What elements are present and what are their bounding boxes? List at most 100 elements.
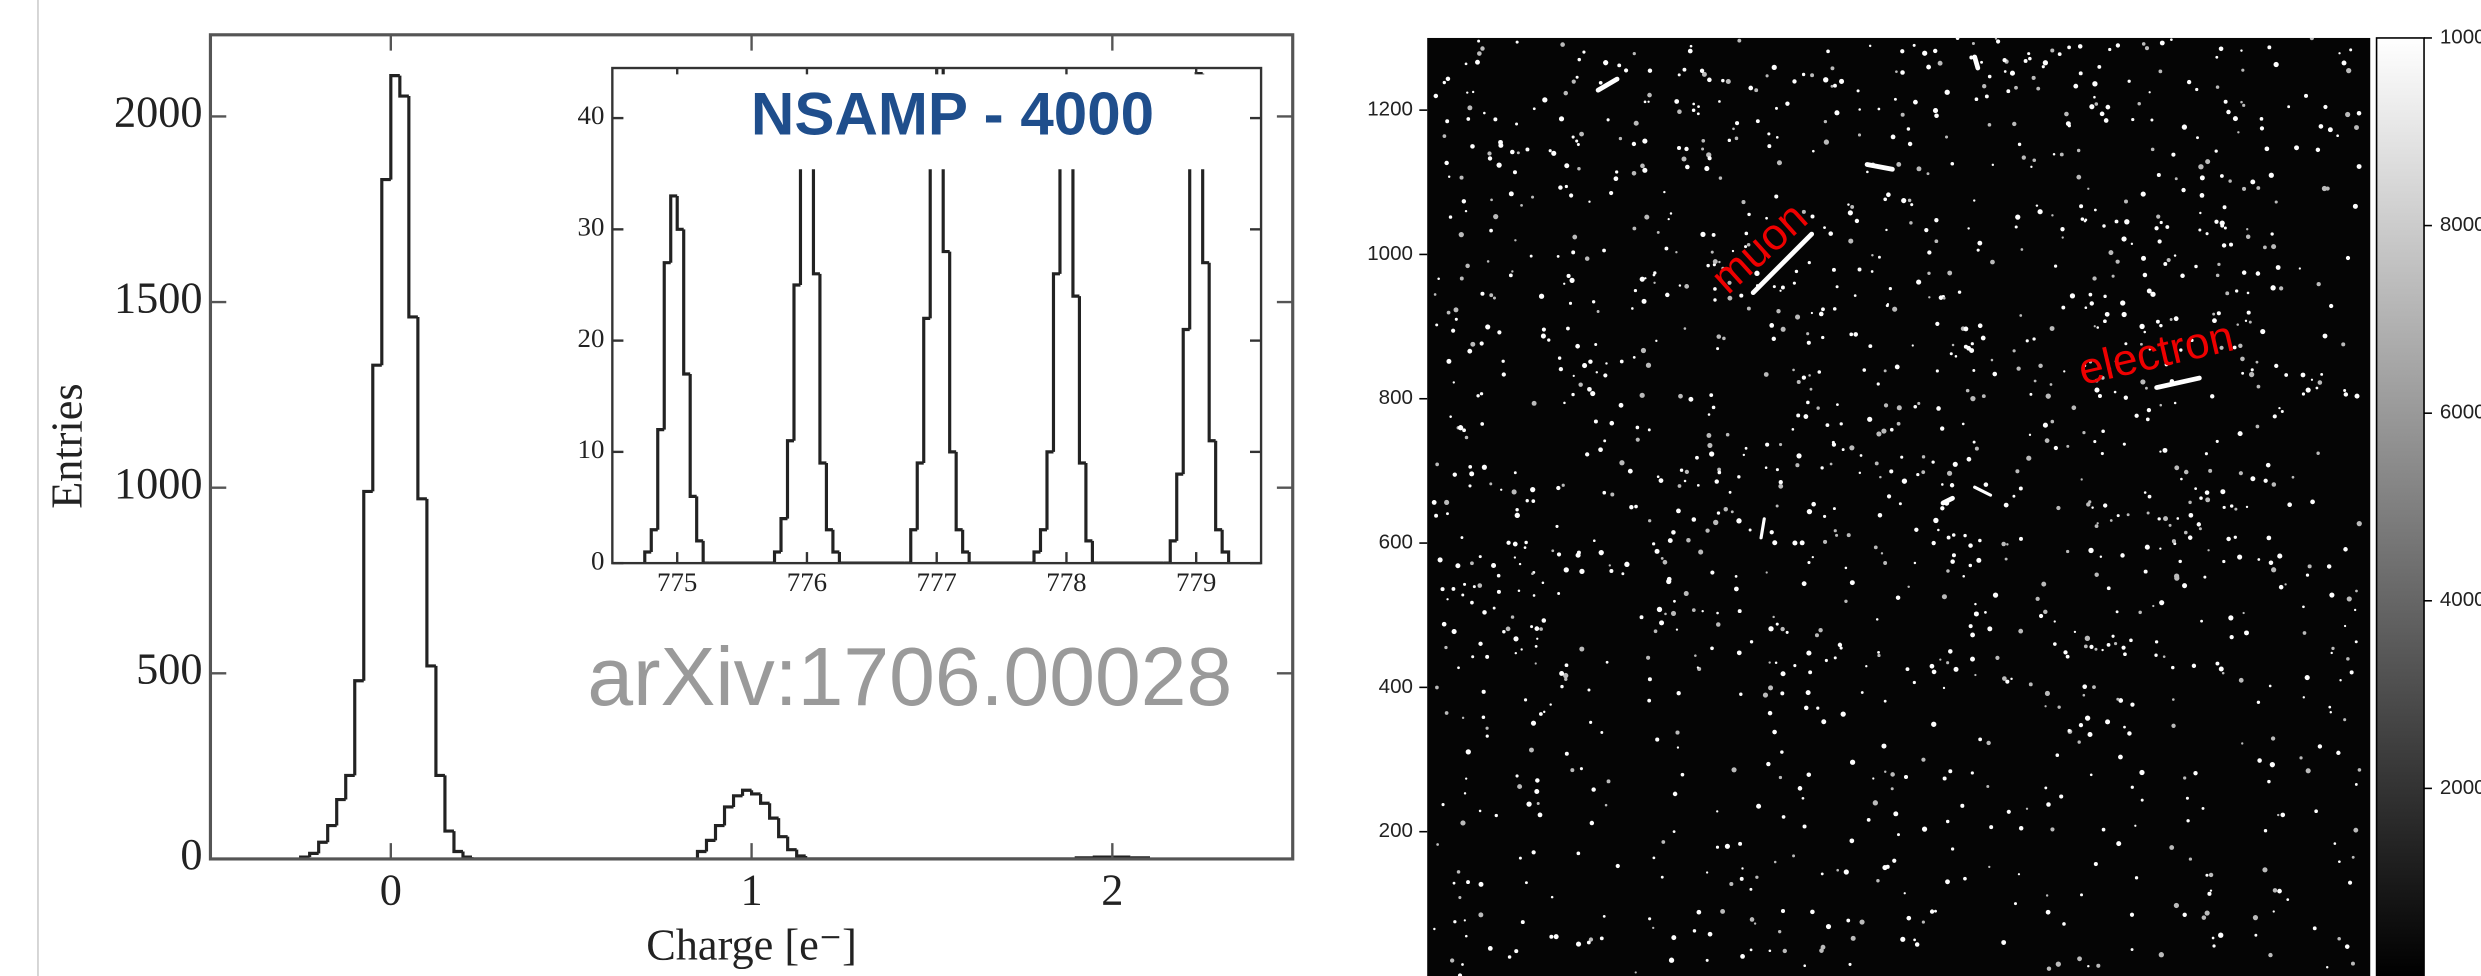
hit: [1775, 504, 1779, 508]
hit: [1753, 922, 1757, 925]
hit: [2229, 242, 2234, 247]
hit: [1900, 49, 1905, 54]
hit: [1631, 171, 1637, 176]
hit: [1946, 661, 1950, 665]
hit: [1801, 72, 1806, 77]
hit: [1744, 446, 1748, 450]
hit: [2088, 292, 2093, 297]
hit: [1531, 850, 1536, 855]
hit: [2142, 272, 2148, 278]
hit: [1683, 591, 1689, 597]
hit: [1877, 512, 1883, 518]
hit: [2073, 83, 2079, 89]
hit: [2124, 219, 2130, 225]
hit: [2240, 356, 2245, 362]
hit: [1658, 478, 1664, 483]
hit: [1553, 934, 1559, 940]
hit: [1490, 198, 1493, 202]
hit: [1558, 116, 1565, 122]
hit: [2103, 319, 2107, 324]
hit: [1542, 97, 1548, 103]
hit: [1737, 38, 1742, 43]
hit: [2030, 165, 2033, 168]
hit: [2174, 177, 2178, 181]
hit: [1811, 501, 1816, 507]
hit: [2304, 93, 2309, 98]
hit: [1433, 293, 1437, 296]
hit: [1883, 699, 1887, 703]
hit: [1818, 311, 1824, 317]
hit: [1840, 711, 1846, 717]
hit: [1877, 650, 1880, 654]
hit: [2264, 146, 2270, 152]
hit: [1949, 483, 1955, 488]
hit: [1469, 471, 1475, 477]
hit: [1763, 372, 1769, 377]
hit: [2171, 539, 2176, 544]
hit: [1587, 688, 1591, 692]
hit: [1639, 276, 1645, 282]
hit: [2246, 310, 2251, 315]
hit: [1866, 818, 1871, 822]
histogram-bin: [1207, 262, 1216, 443]
hit: [2237, 131, 2240, 134]
hit: [1917, 401, 1921, 405]
hit: [2014, 225, 2018, 229]
hit: [1749, 917, 1755, 922]
hit: [1706, 152, 1712, 158]
hit: [1791, 428, 1795, 431]
hit: [2059, 152, 2064, 157]
hit: [2343, 389, 2347, 393]
hit: [1672, 830, 1676, 834]
hit: [1780, 750, 1784, 754]
hit: [1778, 775, 1783, 780]
hit: [1796, 380, 1801, 384]
hit: [1676, 746, 1680, 749]
hit: [2350, 961, 2355, 966]
hit: [2100, 451, 2104, 456]
hit: [2191, 663, 2197, 668]
y-tick-label: 800: [1379, 386, 1413, 409]
y-tick-label: 1200: [1367, 98, 1413, 121]
hit: [1962, 574, 1965, 578]
hit: [1886, 192, 1891, 198]
hit: [1588, 200, 1591, 203]
hit: [2140, 798, 2144, 802]
hit: [2115, 610, 2119, 614]
hit: [2241, 270, 2247, 275]
hit: [1831, 267, 1836, 272]
hit: [1872, 800, 1878, 806]
hit: [1641, 298, 1647, 304]
hit: [1670, 610, 1677, 616]
hit: [1737, 609, 1742, 614]
hit: [1746, 242, 1751, 247]
hit: [2093, 862, 2098, 867]
histogram-bin: [768, 803, 779, 820]
hit: [1727, 280, 1732, 285]
hit: [1906, 915, 1912, 921]
hit: [1867, 416, 1873, 422]
hit: [1776, 160, 1782, 166]
hit: [1470, 600, 1474, 605]
hit: [1970, 771, 1974, 775]
hit: [1937, 528, 1940, 532]
histogram-bin: [731, 794, 743, 807]
hit: [1796, 413, 1801, 418]
hit: [1951, 553, 1956, 558]
hit: [1623, 68, 1629, 73]
hit: [1965, 388, 1970, 393]
hit: [1520, 203, 1523, 207]
hit: [1458, 895, 1462, 900]
hit: [1739, 876, 1744, 881]
hit: [1839, 422, 1843, 426]
hit: [1781, 815, 1786, 819]
y-tick-label: 30: [578, 212, 605, 242]
hit: [1435, 462, 1439, 467]
hit: [1989, 825, 1994, 830]
hit: [2099, 555, 2103, 559]
hit: [1990, 358, 1994, 362]
hit: [1492, 606, 1496, 610]
hit: [2156, 172, 2161, 177]
hit: [1972, 369, 1976, 372]
hit: [1506, 540, 1511, 545]
